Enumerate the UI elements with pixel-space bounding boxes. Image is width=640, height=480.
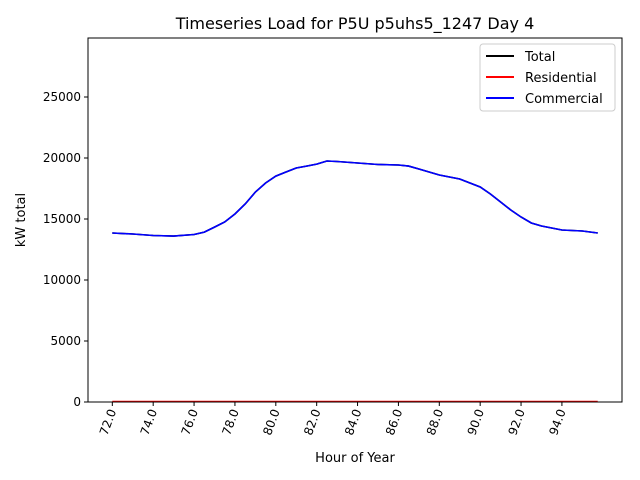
y-tick-label: 5000 [50,334,81,348]
y-tick-label: 10000 [43,273,81,287]
y-tick-label: 25000 [43,90,81,104]
y-tick-label: 20000 [43,151,81,165]
y-tick-label: 0 [73,395,81,409]
x-tick-label: 80.0 [260,407,282,437]
legend-label: Total [524,50,555,65]
x-tick-label: 84.0 [342,407,364,437]
x-tick-label: 74.0 [138,407,160,437]
x-tick-label: 88.0 [424,407,446,437]
legend: Total Residential Commercial [479,43,616,112]
x-tick-label: 72.0 [97,407,119,437]
x-tick-label: 94.0 [546,407,568,437]
series-line-total [112,160,598,237]
x-tick-label: 86.0 [383,407,405,437]
y-tick-label: 15000 [43,212,81,226]
x-tick-label: 90.0 [465,407,487,437]
chart-title: Timeseries Load for P5U p5uhs5_1247 Day … [175,14,535,34]
series-line-commercial [112,160,598,237]
x-tick-label: 76.0 [179,407,201,437]
plot-frame [87,37,623,403]
legend-label: Residential [525,71,597,86]
legend-label: Commercial [525,92,603,107]
x-tick-label: 82.0 [301,407,323,437]
x-axis-label: Hour of Year [315,451,395,466]
x-tick-label: 78.0 [219,407,241,437]
legend-box [479,43,616,112]
x-tick-label: 92.0 [506,407,528,437]
y-axis-label: kW total [14,193,29,247]
